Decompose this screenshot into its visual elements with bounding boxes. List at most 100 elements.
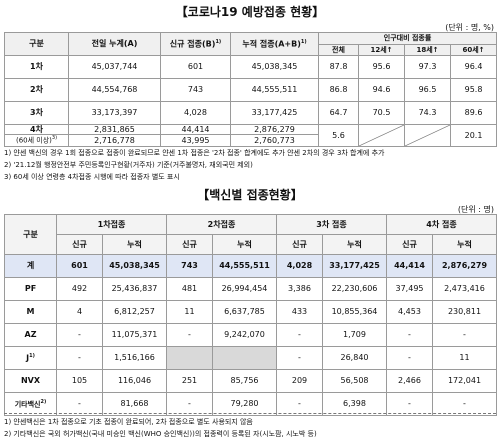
cell: 10,855,364 [322, 300, 387, 324]
cell: 33,177,425 [322, 254, 387, 278]
header-age12: 12세↑ [358, 44, 405, 56]
cell: 95.6 [358, 55, 405, 79]
empty-cell [212, 346, 277, 370]
row-label: PF [4, 277, 57, 301]
table-row-sub: (60세 이상)3) 2,716,778 43,995 2,760,773 [4, 134, 497, 147]
cell: 1,709 [322, 323, 387, 347]
cell: 86.8 [318, 78, 359, 102]
cell: 11,075,371 [102, 323, 167, 347]
cell: 95.8 [449, 78, 498, 102]
table-row: M 4 6,812,257 11 6,637,785 433 10,855,36… [4, 300, 497, 324]
cell: - [386, 346, 433, 370]
cell: 45,038,345 [230, 55, 319, 79]
unit-label: (단위 : 명, %) [445, 23, 494, 32]
header-new: 신규 접종(B)1) [160, 32, 231, 56]
table-row: PF 492 25,436,837 481 26,994,454 3,386 2… [4, 277, 497, 301]
cell: 25,436,837 [102, 277, 167, 301]
footnote: 1) 얀센 백신의 경우 1회 접종으로 접종이 완료되므로 얀센 1차 접종은… [4, 149, 385, 157]
header-dose4: 4차 접종 [386, 214, 497, 235]
header-dose3: 3차 접종 [276, 214, 387, 235]
cell: 4,453 [386, 300, 433, 324]
table-row: 1차 45,037,744 601 45,038,345 87.8 95.6 9… [4, 55, 498, 79]
cell: 209 [276, 369, 323, 393]
cell: 251 [166, 369, 213, 393]
table-row: AZ - 11,075,371 - 9,242,070 - 1,709 - - [4, 323, 497, 347]
cell: 3,386 [276, 277, 323, 301]
cell: 6,637,785 [212, 300, 277, 324]
vaccine-status-title: 【백신별 접종현황】 [197, 188, 303, 202]
cell: - [166, 323, 213, 347]
cell: 743 [166, 254, 213, 278]
cell: - [56, 346, 103, 370]
cell: 6,812,257 [102, 300, 167, 324]
header-dose2: 2차접종 [166, 214, 277, 235]
sub-row-label: (60세 이상)3) [4, 134, 69, 147]
cell: 6,398 [322, 392, 387, 416]
cell: 1,516,166 [102, 346, 167, 370]
header-age18: 18세↑ [404, 44, 451, 56]
cell: 89.6 [449, 101, 498, 125]
empty-cell [358, 124, 405, 147]
cell: 37,495 [386, 277, 433, 301]
table-row: NVX 105 116,046 251 85,756 209 56,508 2,… [4, 369, 497, 393]
header-dose1: 1차접종 [56, 214, 167, 235]
empty-cell [166, 346, 213, 370]
cell: 4 [56, 300, 103, 324]
cell: 601 [160, 55, 231, 79]
cell: 64.7 [318, 101, 359, 125]
row-label: 4차 [4, 124, 69, 135]
header-new: 신규 [386, 234, 433, 255]
cell: 44,414 [160, 124, 231, 135]
header-gubun: 구분 [4, 214, 57, 255]
vaccination-status-table: 구분 전일 누계(A) 신규 접종(B)1) 누적 접종(A+B)1) 인구대비… [4, 32, 498, 147]
cell: 20.1 [449, 124, 498, 147]
header-total: 누적 접종(A+B)1) [230, 32, 319, 56]
cell: 26,994,454 [212, 277, 277, 301]
header-prev-total: 전일 누계(A) [68, 32, 161, 56]
cell: 5.6 [318, 124, 359, 147]
table-row: J1) - 1,516,166 - 26,840 - 11 [4, 346, 497, 370]
cell: 105 [56, 369, 103, 393]
cell: 4,028 [276, 254, 323, 278]
cell: - [432, 392, 497, 416]
table-row: 기타백신2) - 81,668 - 79,280 - 6,398 - - [4, 392, 497, 416]
row-label: 2차 [4, 78, 69, 102]
cell: 97.3 [404, 55, 451, 79]
empty-cell [404, 124, 451, 147]
footnote: 2) '21.12월 행정안전부 주민등록인구현황(거주자) 기준(거주불명자,… [4, 161, 253, 169]
cell: 492 [56, 277, 103, 301]
cell: 44,555,511 [212, 254, 277, 278]
header-age60: 60세↑ [449, 44, 498, 56]
row-label: 3차 [4, 101, 69, 125]
header-cum: 누적 [212, 234, 277, 255]
cell: 45,037,744 [68, 55, 161, 79]
cell: - [166, 392, 213, 416]
header-gubun: 구분 [4, 32, 69, 56]
cell: 11 [432, 346, 497, 370]
cell: 230,811 [432, 300, 497, 324]
cell: 172,041 [432, 369, 497, 393]
cell: 94.6 [358, 78, 405, 102]
header-cum: 누적 [432, 234, 497, 255]
cell: - [276, 392, 323, 416]
cell: 601 [56, 254, 103, 278]
cell: 2,876,279 [230, 124, 319, 135]
cell: 433 [276, 300, 323, 324]
cell: 56,508 [322, 369, 387, 393]
cell: 116,046 [102, 369, 167, 393]
cell: 87.8 [318, 55, 359, 79]
cell: 85,756 [212, 369, 277, 393]
cell: 74.3 [404, 101, 451, 125]
header-new: 신규 [56, 234, 103, 255]
cell: 2,716,778 [68, 134, 161, 147]
footnote: 1) 얀센백신은 1차 접종으로 기초 접종이 완료되어, 2차 접종으로 별도… [4, 418, 253, 426]
cell: 43,995 [160, 134, 231, 147]
footnote: 3) 60세 이상 연령층 4차접종 시행에 따라 접종자 별도 표시 [4, 173, 180, 181]
cell: - [432, 323, 497, 347]
cell: 96.4 [449, 55, 498, 79]
footnote: 2) 기타백신은 국외 허가백신(국내 미승인 백신(WHO 승인백신))의 접… [4, 430, 317, 438]
table-row: 2차 44,554,768 743 44,555,511 86.8 94.6 9… [4, 78, 498, 102]
row-label: AZ [4, 323, 57, 347]
cell: 2,760,773 [230, 134, 319, 147]
row-label: 계 [4, 254, 57, 278]
